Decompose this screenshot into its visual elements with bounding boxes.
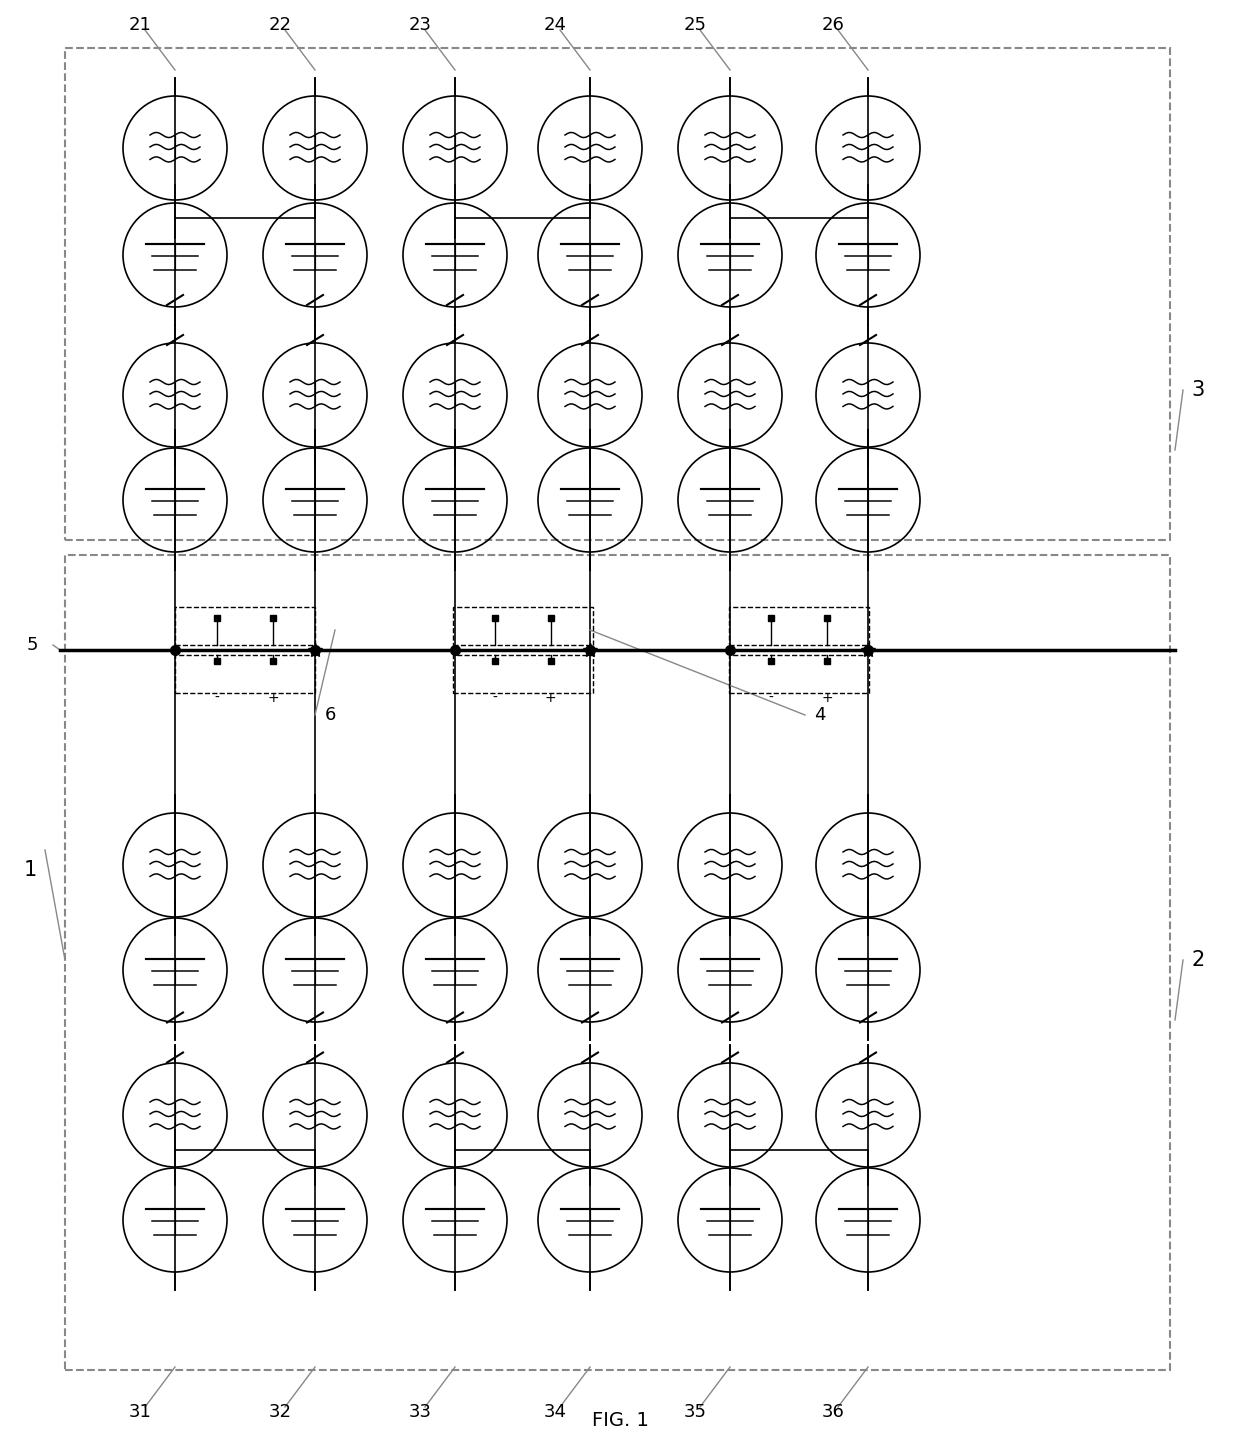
- Text: 33: 33: [408, 1403, 432, 1420]
- Bar: [175, 607, 315, 644]
- Text: 4: 4: [815, 707, 826, 724]
- Text: 26: 26: [822, 16, 844, 35]
- Bar: [64, 555, 1171, 1370]
- Text: 36: 36: [822, 1403, 844, 1420]
- Text: 21: 21: [129, 16, 151, 35]
- Text: 6: 6: [325, 707, 336, 724]
- Text: 3: 3: [1192, 380, 1204, 400]
- Text: 31: 31: [129, 1403, 151, 1420]
- Text: -: -: [215, 691, 219, 705]
- Text: -: -: [492, 691, 497, 705]
- Bar: [729, 607, 869, 644]
- Bar: [453, 655, 593, 694]
- Text: 25: 25: [683, 16, 707, 35]
- Bar: [64, 48, 1171, 540]
- Text: 23: 23: [408, 16, 432, 35]
- Text: +: +: [821, 691, 833, 705]
- Text: 1: 1: [24, 860, 37, 880]
- Text: 24: 24: [543, 16, 567, 35]
- Text: 35: 35: [683, 1403, 707, 1420]
- Text: +: +: [544, 691, 557, 705]
- Bar: [729, 655, 869, 694]
- Text: FIG. 1: FIG. 1: [591, 1410, 649, 1429]
- Text: 32: 32: [269, 1403, 291, 1420]
- Text: -: -: [769, 691, 774, 705]
- Text: 5: 5: [26, 636, 38, 655]
- Text: 34: 34: [543, 1403, 567, 1420]
- Bar: [175, 655, 315, 694]
- Text: +: +: [267, 691, 279, 705]
- Text: 2: 2: [1192, 949, 1204, 970]
- Text: 22: 22: [269, 16, 291, 35]
- Bar: [453, 607, 593, 644]
